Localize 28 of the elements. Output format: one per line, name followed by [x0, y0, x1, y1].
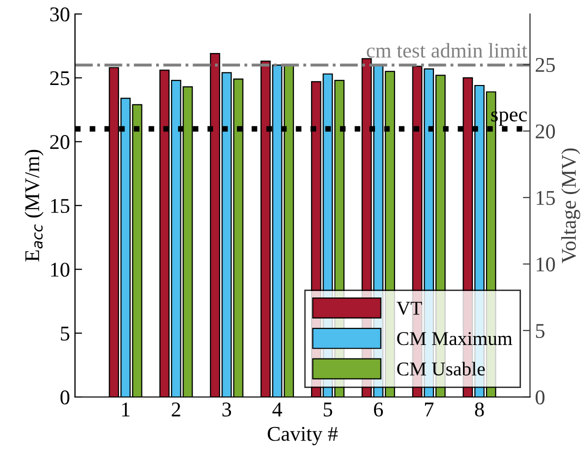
y2-tick-label: 10: [536, 257, 555, 272]
ref-line-label: cm test admin limit: [366, 42, 528, 58]
y2-tick-label: 15: [536, 190, 555, 205]
x-tick-label: 7: [425, 402, 434, 416]
legend-label: CM Maximum: [397, 332, 512, 346]
x-tick-label: 4: [272, 402, 282, 416]
legend-label: CM Usable: [397, 362, 485, 376]
y-tick-label: 30: [50, 7, 70, 22]
y-tick-label: 15: [51, 198, 70, 213]
y-tick-label: 0: [60, 390, 70, 404]
y-tick-label: 25: [50, 71, 70, 86]
legend-label: VT: [396, 302, 422, 315]
y-axis-title: E$_{acc}$ (MV/m): [24, 150, 44, 262]
y-tick-label: 10: [51, 262, 70, 277]
x-tick-label: 2: [172, 402, 180, 416]
y2-axis-title: Voltage (MV): [561, 148, 580, 264]
x-tick-label: 6: [374, 402, 383, 417]
y2-tick-label: 20: [536, 124, 555, 138]
y2-tick-label: 0: [536, 390, 544, 404]
x-tick-label: 1: [122, 402, 130, 416]
x-tick-label: 5: [324, 402, 332, 417]
y2-tick-label: 25: [536, 58, 555, 72]
x-tick-label: 3: [222, 402, 232, 417]
x-tick-label: 8: [475, 402, 484, 417]
x-axis-title: Cavity #: [268, 426, 338, 446]
y2-tick-label: 5: [536, 324, 544, 338]
y-tick-label: 20: [50, 135, 70, 150]
y-tick-label: 5: [60, 326, 70, 341]
